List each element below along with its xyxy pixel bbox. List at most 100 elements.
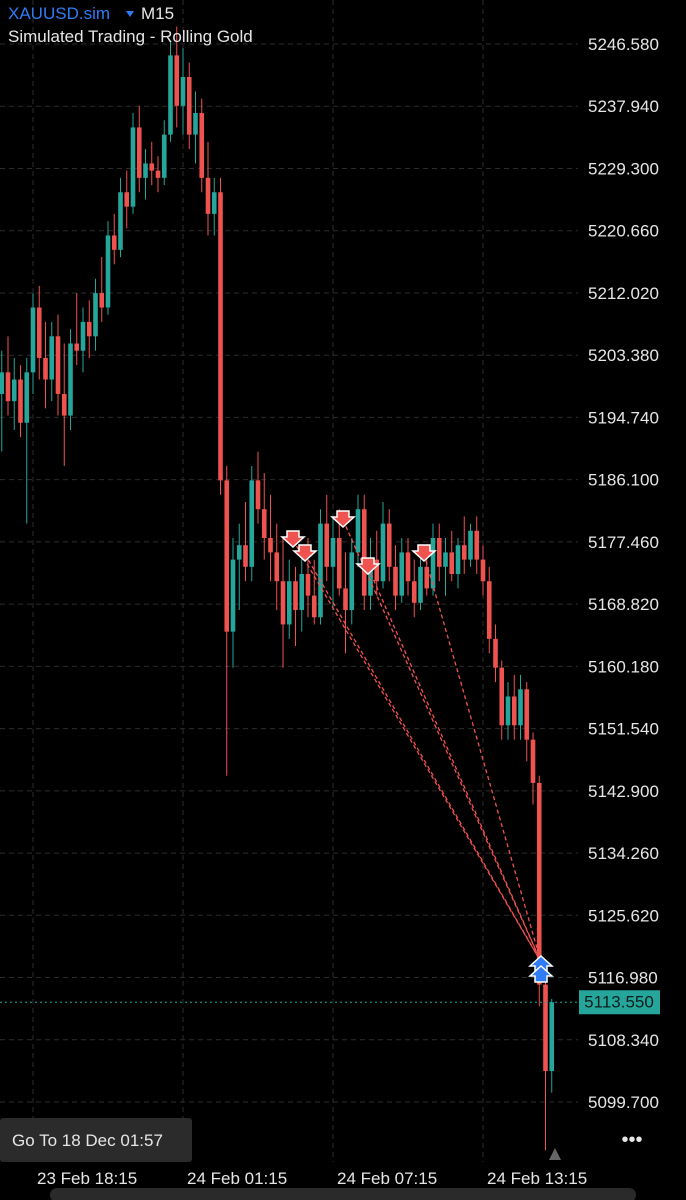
- candle-body: [361, 509, 367, 596]
- y-tick-label: 5099.700: [588, 1093, 659, 1112]
- candle-body: [205, 177, 211, 214]
- sell-arrow: [280, 530, 306, 549]
- symbol-dropdown-icon[interactable]: [126, 11, 134, 17]
- candle-body: [18, 379, 23, 423]
- goto-button-bg[interactable]: [0, 1118, 192, 1162]
- candle-body: [511, 696, 517, 726]
- candle-body: [99, 293, 105, 308]
- symbol[interactable]: XAUUSD.sim: [8, 4, 110, 23]
- candle-body: [211, 192, 217, 214]
- candle-body: [193, 113, 198, 135]
- y-tick-label: 5151.540: [588, 720, 659, 739]
- candle-body: [105, 235, 111, 308]
- candle-body: [24, 372, 30, 423]
- candle-body: [293, 581, 298, 611]
- candle-body: [261, 509, 267, 539]
- y-tick-label: 5177.460: [588, 533, 659, 552]
- candle-body: [68, 343, 73, 416]
- y-tick-label: 5237.940: [588, 97, 659, 116]
- candle-body: [299, 574, 305, 611]
- trade-line: [342, 519, 542, 963]
- candle-body: [474, 530, 480, 560]
- candle-body: [524, 689, 530, 740]
- candle-body: [49, 336, 55, 380]
- candle-body: [449, 552, 455, 575]
- candle-body: [424, 566, 430, 589]
- candle-body: [411, 581, 417, 603]
- candle-body: [149, 163, 155, 171]
- candle-body: [330, 538, 336, 567]
- candle-body: [268, 538, 273, 553]
- menu-button[interactable]: •••: [621, 1129, 642, 1151]
- candle-body: [418, 566, 423, 603]
- candle-body: [468, 530, 473, 560]
- candle-body: [55, 336, 61, 394]
- candle-body: [174, 55, 180, 106]
- candle-body: [168, 55, 173, 135]
- candle-body: [130, 127, 136, 207]
- candle-body: [11, 379, 17, 402]
- last-price-label: 5113.550: [584, 993, 654, 1012]
- y-tick-label: 5125.620: [588, 906, 659, 925]
- y-tick-label: 5212.020: [588, 284, 659, 303]
- candle-body: [543, 984, 548, 1072]
- candle-body: [224, 480, 230, 632]
- last-price-box: [579, 990, 660, 1015]
- candle-body: [280, 581, 286, 625]
- y-tick-label: 5160.180: [588, 657, 659, 676]
- candle-body: [0, 372, 5, 394]
- goto-button[interactable]: Go To 18 Dec 01:57: [12, 1131, 163, 1150]
- candle-body: [355, 509, 361, 553]
- x-tick-label: 24 Feb 01:15: [187, 1169, 287, 1188]
- candle-body: [386, 523, 392, 567]
- candle-body: [311, 595, 317, 618]
- candle-body: [118, 192, 123, 250]
- candle-body: [274, 552, 280, 582]
- y-tick-label: 5246.580: [588, 35, 659, 54]
- candle-body: [61, 393, 67, 416]
- trade-lines: [292, 519, 542, 963]
- candle-body: [230, 559, 236, 632]
- candle-body: [343, 588, 348, 611]
- candle-body: [499, 667, 505, 726]
- candle-body: [136, 127, 142, 178]
- candle-body: [111, 235, 117, 250]
- candle-body: [180, 77, 186, 106]
- candle-body: [536, 782, 542, 985]
- timeframe[interactable]: M15: [141, 4, 174, 23]
- trade-line: [292, 539, 542, 963]
- candle-body: [530, 739, 536, 783]
- candle-body: [436, 538, 442, 567]
- sell-arrow: [411, 544, 437, 563]
- subtitle: Simulated Trading - Rolling Gold: [8, 27, 253, 46]
- candle-body: [43, 357, 48, 380]
- y-tick-label: 5194.740: [588, 408, 659, 427]
- candle-body: [405, 552, 411, 582]
- y-tick-label: 5116.980: [588, 969, 658, 988]
- candle-body: [399, 552, 405, 596]
- candle-body: [549, 1002, 555, 1072]
- trade-line: [304, 553, 542, 963]
- y-tick-label: 5168.820: [588, 595, 659, 614]
- candle-body: [349, 552, 355, 611]
- candle-body: [186, 77, 192, 135]
- candle-body: [161, 134, 167, 178]
- candle-body: [199, 113, 205, 178]
- x-tick-label: 24 Feb 13:15: [487, 1169, 587, 1188]
- sell-arrow: [355, 557, 381, 576]
- sell-arrow: [292, 544, 318, 563]
- trade-line: [367, 566, 542, 963]
- candle-body: [93, 293, 98, 337]
- candle-body: [393, 566, 398, 596]
- candle-body: [455, 545, 461, 575]
- y-tick-label: 5108.340: [588, 1031, 659, 1050]
- home-bar: [50, 1188, 636, 1200]
- y-tick-label: 5134.260: [588, 844, 659, 863]
- y-tick-label: 5229.300: [588, 159, 659, 178]
- buy-arrow: [528, 964, 554, 983]
- candle-body: [218, 192, 223, 481]
- scroll-marker: [549, 1148, 561, 1160]
